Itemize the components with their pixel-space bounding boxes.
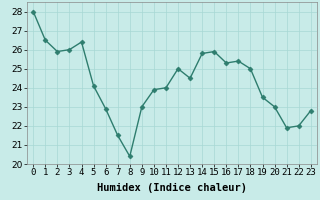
X-axis label: Humidex (Indice chaleur): Humidex (Indice chaleur): [97, 183, 247, 193]
